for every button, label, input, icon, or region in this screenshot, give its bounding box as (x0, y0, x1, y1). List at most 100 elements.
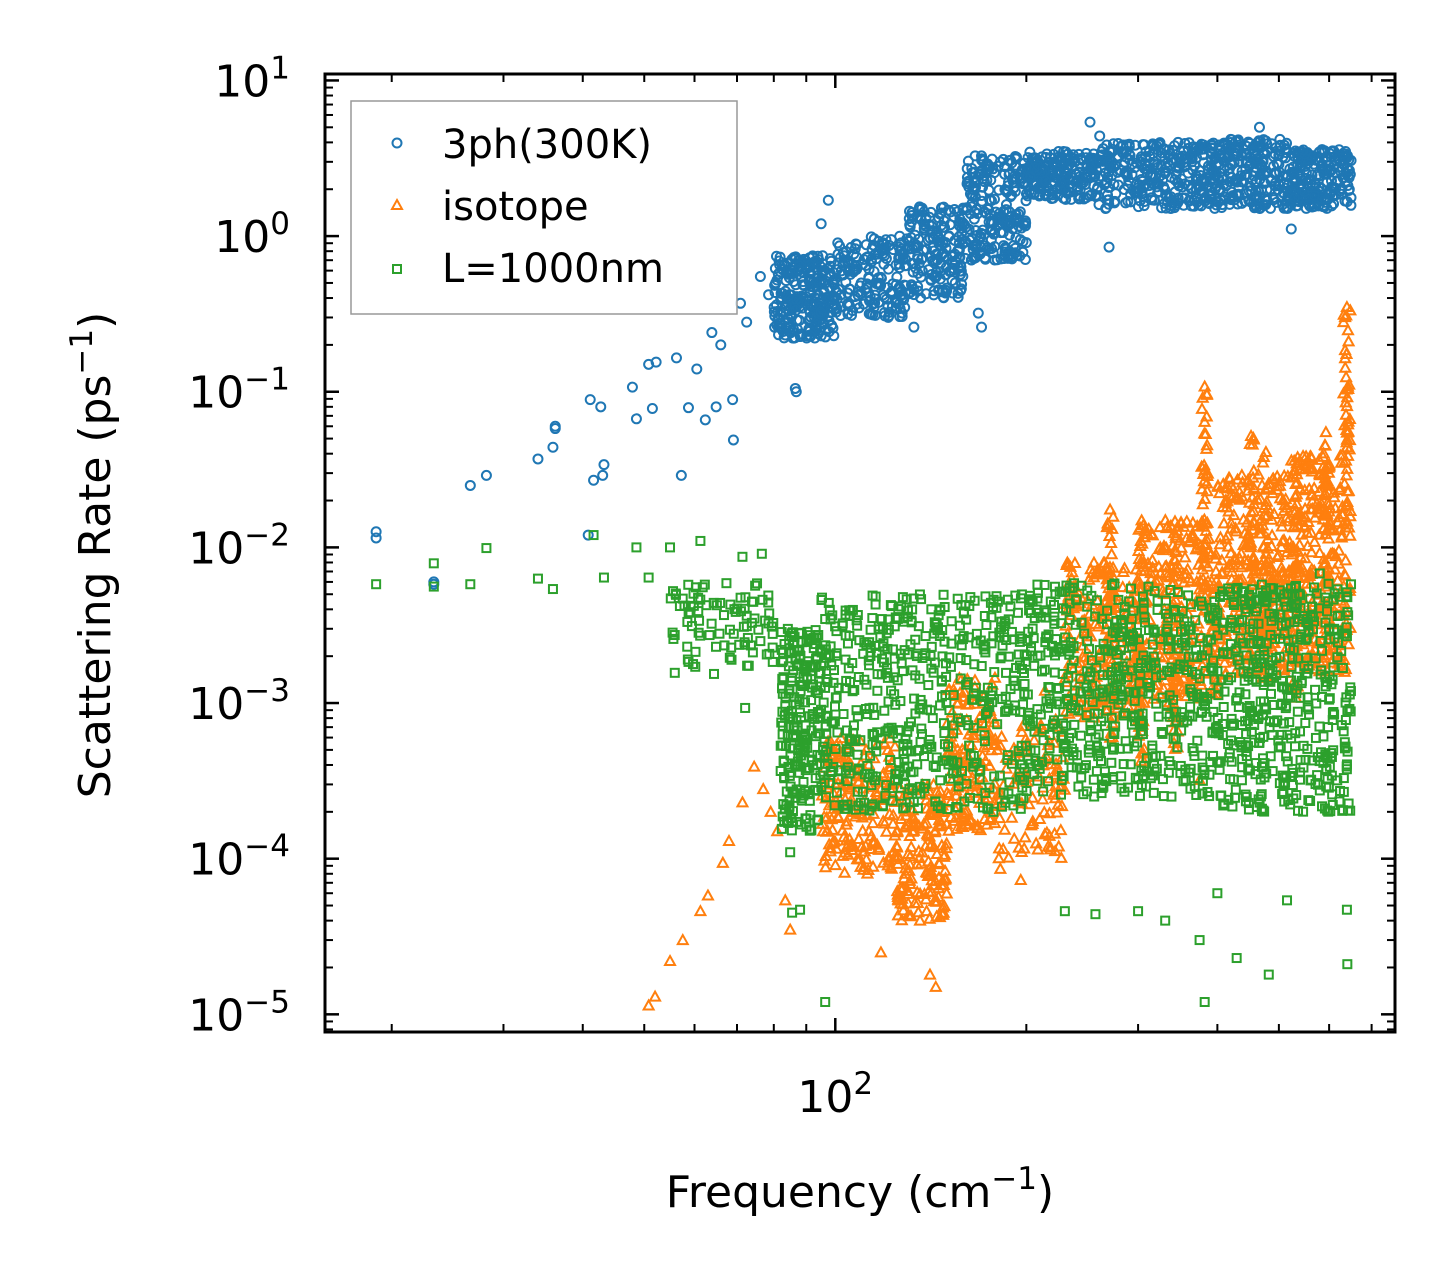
point-isotope (1343, 303, 1358, 316)
point-l1000nm (830, 701, 841, 712)
point-l1000nm (963, 720, 974, 731)
point-l1000nm (974, 765, 985, 776)
point-l1000nm (880, 790, 891, 801)
point-3ph (877, 237, 889, 249)
point-l1000nm (841, 675, 852, 686)
point-isotope (1198, 491, 1212, 504)
point-isotope (832, 750, 846, 763)
point-l1000nm (852, 786, 863, 797)
point-3ph (1197, 139, 1209, 151)
point-3ph (1151, 181, 1163, 193)
point-isotope (1195, 390, 1210, 403)
point-3ph (1218, 174, 1230, 186)
point-l1000nm (1197, 750, 1208, 761)
point-l1000nm (1165, 634, 1176, 645)
point-l1000nm (1066, 663, 1077, 674)
point-l1000nm (818, 766, 829, 777)
point-l1000nm (1017, 663, 1028, 674)
point-isotope (1132, 575, 1147, 588)
point-3ph (951, 206, 963, 218)
point-3ph (891, 295, 903, 307)
point-isotope (1144, 566, 1158, 579)
point-l1000nm (694, 615, 705, 626)
point-isotope (1223, 489, 1238, 502)
point-isotope (1235, 468, 1249, 481)
point-isotope (747, 759, 761, 772)
point-isotope (860, 866, 875, 879)
point-isotope (907, 812, 921, 825)
point-l1000nm (907, 665, 918, 676)
point-isotope (1247, 564, 1261, 577)
point-3ph (1039, 175, 1051, 187)
point-isotope (1104, 547, 1119, 560)
point-l1000nm (905, 767, 916, 778)
point-isotope (1062, 557, 1076, 570)
point-isotope (1340, 299, 1354, 313)
point-3ph (774, 266, 786, 278)
point-l1000nm (898, 748, 909, 759)
point-l1000nm (976, 661, 987, 672)
point-l1000nm (1012, 607, 1023, 618)
point-l1000nm (800, 697, 811, 708)
point-isotope (1336, 315, 1351, 328)
point-l1000nm (1099, 766, 1110, 777)
point-3ph (1253, 194, 1265, 206)
point-3ph (1048, 157, 1060, 169)
point-isotope (890, 884, 905, 897)
point-3ph (1226, 186, 1238, 198)
point-l1000nm (714, 628, 725, 639)
point-isotope (879, 824, 894, 837)
point-l1000nm (753, 624, 764, 635)
point-isotope (898, 861, 913, 874)
point-3ph (965, 254, 977, 266)
point-l1000nm (997, 694, 1008, 705)
point-l1000nm (940, 690, 951, 701)
point-isotope (756, 782, 770, 795)
point-isotope (927, 840, 941, 853)
point-l1000nm (870, 740, 881, 751)
point-isotope (855, 823, 870, 836)
point-isotope (1331, 515, 1345, 528)
point-isotope (1231, 491, 1245, 504)
point-3ph (1075, 152, 1087, 164)
point-3ph (1006, 217, 1018, 229)
point-l1000nm (965, 592, 976, 603)
point-isotope (1327, 490, 1341, 503)
point-isotope (1092, 564, 1106, 577)
point-l1000nm (1110, 628, 1121, 639)
point-3ph (1250, 175, 1262, 187)
point-l1000nm (816, 592, 827, 603)
point-l1000nm (955, 653, 966, 664)
point-3ph (727, 434, 739, 446)
point-3ph (1028, 188, 1040, 200)
point-3ph (979, 253, 991, 265)
point-3ph (598, 459, 610, 471)
point-isotope (1320, 523, 1334, 536)
point-l1000nm (956, 600, 967, 611)
point-3ph (959, 252, 971, 264)
point-isotope (1197, 426, 1212, 439)
point-l1000nm (964, 740, 975, 751)
point-l1000nm (1200, 699, 1211, 710)
point-isotope (903, 857, 917, 870)
point-l1000nm (842, 799, 853, 810)
point-l1000nm (837, 618, 848, 629)
point-3ph (1324, 188, 1336, 200)
point-isotope (994, 729, 1009, 742)
point-3ph (1039, 165, 1051, 177)
point-isotope (1247, 497, 1261, 510)
point-isotope (1149, 574, 1163, 587)
point-3ph (370, 532, 382, 544)
point-3ph (626, 381, 638, 393)
point-l1000nm (816, 782, 827, 793)
point-isotope (1001, 850, 1016, 863)
point-l1000nm (944, 705, 955, 716)
point-isotope (901, 846, 915, 859)
point-l1000nm (822, 677, 833, 688)
point-isotope (1157, 650, 1171, 663)
point-isotope (866, 816, 880, 829)
point-isotope (818, 860, 833, 873)
point-l1000nm (870, 599, 881, 610)
point-isotope (1017, 841, 1031, 854)
